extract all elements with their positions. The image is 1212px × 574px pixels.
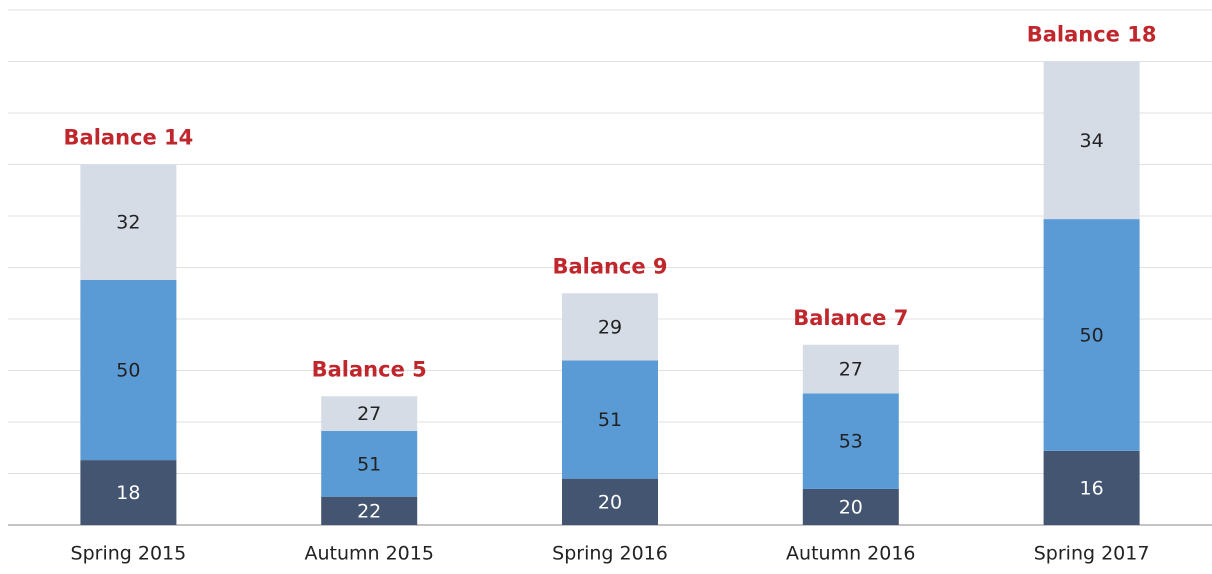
bar-segment — [562, 293, 658, 361]
value-label: 29 — [598, 316, 622, 338]
value-label: 22 — [357, 500, 381, 522]
bar-segment — [562, 360, 658, 479]
value-label: 51 — [598, 409, 622, 431]
bar-segment — [80, 164, 177, 280]
total-label: Balance 18 — [1027, 23, 1157, 47]
total-label: Balance 9 — [552, 254, 667, 278]
bar-segment — [321, 496, 418, 525]
x-tick-label: Autumn 2015 — [304, 543, 433, 565]
bar-segment — [562, 478, 658, 525]
total-label: Balance 7 — [793, 306, 908, 330]
value-label: 20 — [839, 496, 863, 518]
bar-segment — [802, 488, 899, 525]
value-label: 53 — [839, 431, 863, 453]
value-label: 16 — [1080, 477, 1104, 499]
value-label: 20 — [598, 491, 622, 513]
bar-segment — [321, 431, 418, 497]
bar-segment — [1043, 450, 1140, 525]
x-tick-label: Spring 2017 — [1034, 543, 1150, 565]
bar-segment — [80, 279, 177, 461]
value-label: 50 — [116, 359, 140, 381]
total-label: Balance 5 — [312, 357, 427, 381]
value-label: 27 — [839, 359, 863, 381]
bar-segment — [802, 344, 899, 394]
value-label: 50 — [1080, 324, 1104, 346]
bar-segment — [1043, 61, 1140, 220]
x-tick-label: Autumn 2016 — [786, 543, 915, 565]
value-label: 32 — [116, 212, 140, 234]
value-label: 34 — [1080, 130, 1104, 152]
value-label: 27 — [357, 403, 381, 425]
x-tick-label: Spring 2015 — [71, 543, 187, 565]
value-label: 51 — [357, 453, 381, 475]
bar-segment — [321, 396, 418, 432]
x-tick-label: Spring 2016 — [552, 543, 668, 565]
bar-segment — [802, 393, 899, 489]
value-label: 18 — [116, 482, 140, 504]
total-label: Balance 14 — [64, 126, 194, 150]
bar-segment — [80, 460, 177, 525]
bar-segment — [1043, 219, 1140, 451]
